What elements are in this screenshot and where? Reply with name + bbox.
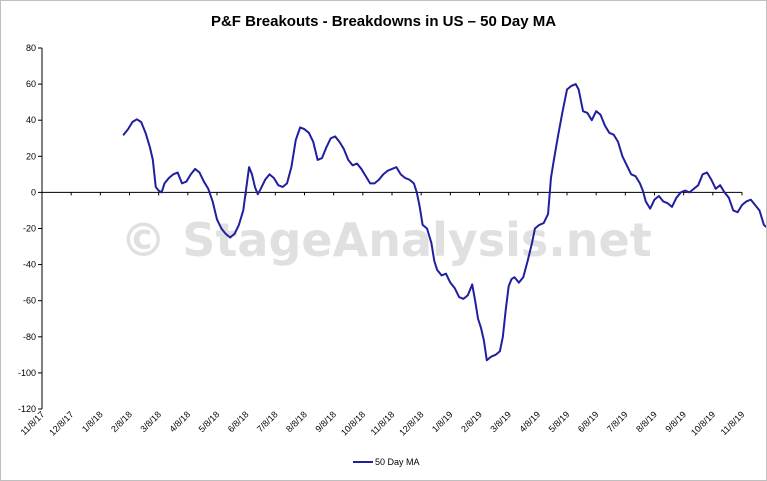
x-tick-label: 11/8/18 bbox=[369, 409, 397, 437]
x-tick-label: 9/8/18 bbox=[313, 409, 338, 434]
y-tick-label: 40 bbox=[26, 115, 36, 125]
y-tick-label: -20 bbox=[23, 224, 36, 234]
x-tick-label: 4/8/19 bbox=[517, 409, 542, 434]
x-tick-label: 6/8/19 bbox=[576, 409, 601, 434]
x-tick-label: 5/8/19 bbox=[547, 409, 572, 434]
x-tick-label: 9/8/19 bbox=[663, 409, 688, 434]
y-tick-label: -120 bbox=[18, 404, 36, 414]
x-tick-label: 11/8/19 bbox=[719, 409, 747, 437]
x-tick-label: 7/8/19 bbox=[605, 409, 630, 434]
y-tick-label: -40 bbox=[23, 260, 36, 270]
series-layer bbox=[122, 83, 766, 362]
y-tick-label: 20 bbox=[26, 151, 36, 161]
x-tick-label: 2/8/18 bbox=[109, 409, 134, 434]
x-tick-label: 7/8/18 bbox=[255, 409, 280, 434]
legend: 50 Day MA bbox=[353, 457, 420, 467]
x-tick-label: 1/8/19 bbox=[430, 409, 455, 434]
x-tick-label: 10/8/18 bbox=[339, 409, 367, 437]
chart-title: P&F Breakouts - Breakdowns in US – 50 Da… bbox=[210, 13, 557, 30]
y-axis: 80 60 40 20 0 -20 -40 -60 -80 -100 -120 bbox=[18, 43, 43, 414]
x-tick-label: 12/8/18 bbox=[397, 409, 425, 437]
x-tick-label: 10/8/19 bbox=[689, 409, 717, 437]
watermark-text: © StageAnalysis.net bbox=[120, 213, 651, 267]
x-tick-label: 2/8/19 bbox=[459, 409, 484, 434]
y-tick-label: 60 bbox=[26, 79, 36, 89]
series-line-50-day-ma bbox=[122, 83, 766, 362]
x-tick-label: 12/8/17 bbox=[47, 409, 75, 437]
y-tick-label: 0 bbox=[31, 187, 36, 197]
y-tick-label: -100 bbox=[18, 368, 36, 378]
y-tick-label: -60 bbox=[23, 296, 36, 306]
x-tick-label: 6/8/18 bbox=[226, 409, 251, 434]
legend-label-50-day-ma: 50 Day MA bbox=[375, 457, 420, 467]
x-tick-label: 8/8/19 bbox=[634, 409, 659, 434]
y-tick-label: -80 bbox=[23, 332, 36, 342]
x-tick-label: 5/8/18 bbox=[197, 409, 222, 434]
x-tick-label: 3/8/19 bbox=[488, 409, 513, 434]
x-tick-label: 8/8/18 bbox=[284, 409, 309, 434]
x-tick-label: 1/8/18 bbox=[80, 409, 105, 434]
x-tick-label: 3/8/18 bbox=[138, 409, 163, 434]
y-tick-label: 80 bbox=[26, 43, 36, 53]
x-tick-label: 4/8/18 bbox=[167, 409, 192, 434]
